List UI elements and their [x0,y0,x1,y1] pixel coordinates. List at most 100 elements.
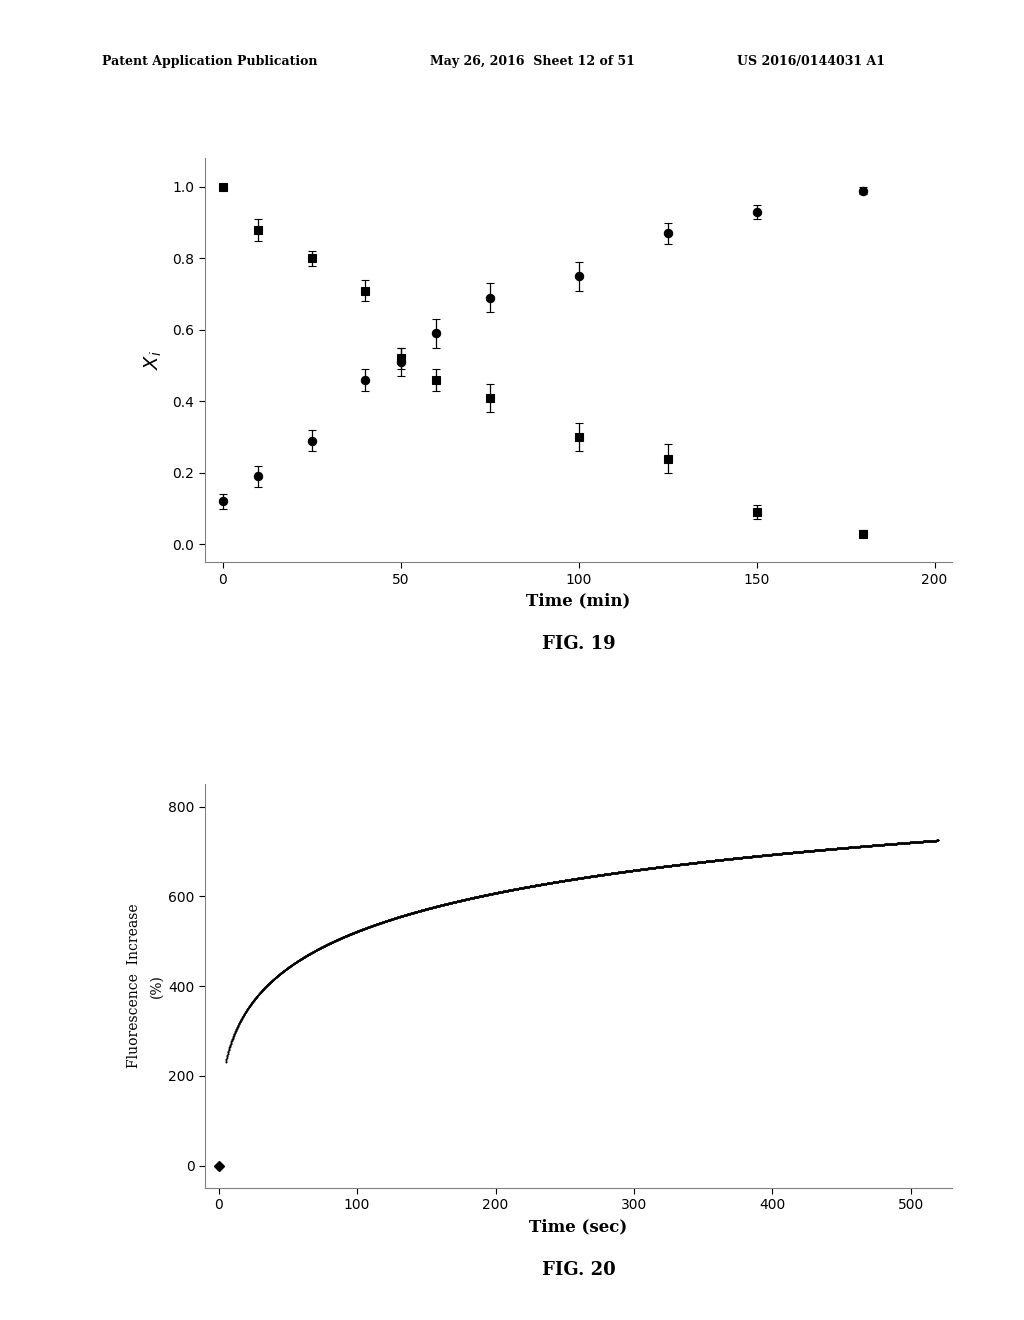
Point [546,871,562,892]
Point [325,931,341,952]
Point [847,837,863,858]
Point [767,843,783,865]
Point [844,837,860,858]
Point [455,890,471,911]
Point [858,836,874,857]
Point [911,832,928,853]
Point [410,902,426,923]
Point [854,836,870,857]
Point [907,832,924,853]
Point [237,1003,253,1024]
Point [909,832,926,853]
Point [256,978,272,999]
Point [449,891,465,912]
Point [886,833,902,854]
Point [805,840,821,861]
Point [340,924,356,945]
Point [385,908,401,929]
Point [792,841,808,862]
Point [337,925,353,946]
Point [438,894,455,915]
Point [705,850,721,871]
Point [555,870,571,891]
Point [708,850,724,871]
Point [693,851,710,873]
Point [312,937,329,958]
Point [539,873,555,894]
Point [513,878,529,899]
Point [436,894,453,915]
Point [844,837,860,858]
Point [887,833,903,854]
Point [769,843,785,865]
Point [839,837,855,858]
Point [615,861,632,882]
Point [820,838,837,859]
Point [571,867,588,888]
Point [369,913,385,935]
Point [430,895,446,916]
Point [862,836,879,857]
Point [597,863,613,884]
Point [631,859,647,880]
Point [385,908,401,929]
Point [427,896,443,917]
Point [523,875,540,896]
Point [581,866,597,887]
Point [392,906,409,927]
Point [251,983,267,1005]
Point [331,928,347,949]
Point [739,846,756,867]
Point [307,940,324,961]
Point [811,840,827,861]
Point [640,858,656,879]
Point [760,845,776,866]
Point [926,830,942,851]
Point [761,845,777,866]
Point [572,867,589,888]
Point [395,906,412,927]
Point [296,946,312,968]
Point [469,886,485,907]
Point [734,847,751,869]
Point [930,830,946,851]
Point [694,851,711,873]
Point [856,836,872,857]
Point [334,927,350,948]
Point [476,884,493,906]
Point [853,836,869,857]
Point [606,862,623,883]
Point [738,846,755,867]
Point [563,869,580,890]
Point [422,898,438,919]
Point [415,899,431,920]
Point [275,960,292,981]
Point [354,919,371,940]
Point [615,861,632,882]
Y-axis label: Fluorescence  Increase
(%): Fluorescence Increase (%) [127,904,164,1068]
Point [244,993,260,1014]
Point [678,853,694,874]
Point [821,838,838,859]
Point [243,994,259,1015]
Point [272,964,289,985]
Point [843,837,859,858]
Point [663,855,679,876]
Point [268,966,285,987]
Point [304,941,321,962]
Point [223,1031,240,1052]
Point [865,834,882,855]
Point [732,847,749,869]
Point [887,833,903,854]
Point [219,1044,236,1065]
Point [400,903,417,924]
Point [397,904,414,925]
Point [750,845,766,866]
Point [372,912,388,933]
Point [362,916,379,937]
Point [313,937,330,958]
Point [447,891,464,912]
Point [707,850,723,871]
Point [261,973,278,994]
Point [332,928,348,949]
